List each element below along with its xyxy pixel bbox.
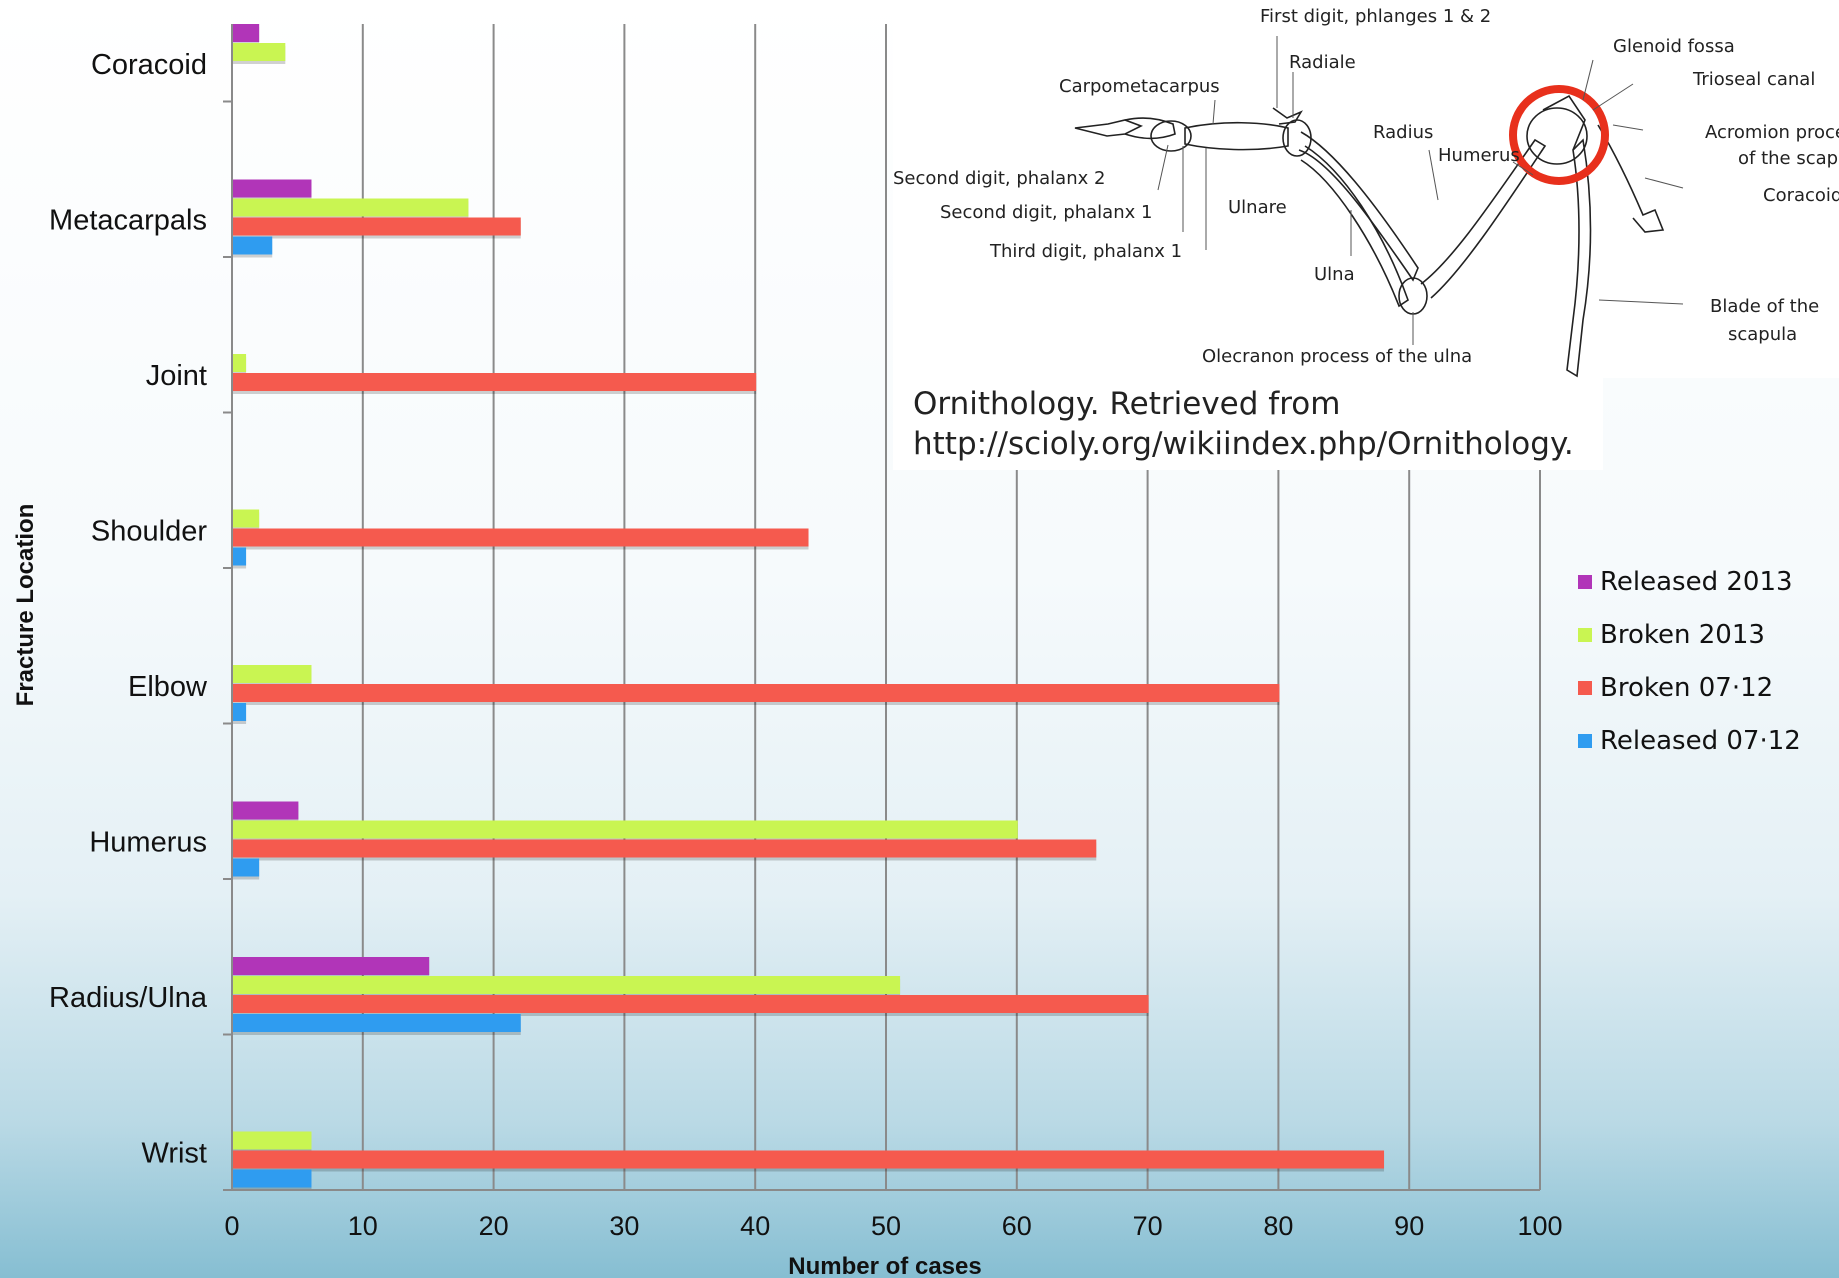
label-acromion: Acromion proce — [1705, 122, 1839, 143]
legend-swatch — [1578, 574, 1592, 589]
category-label: Coracoid — [91, 49, 207, 81]
bar — [233, 801, 299, 820]
category-label: Radius/Ulna — [49, 982, 208, 1014]
image-caption: Ornithology. Retrieved from http://sciol… — [893, 378, 1603, 470]
label-olecranon: Olecranon process of the ulna — [1202, 346, 1472, 367]
label-carpometacarpus: Carpometacarpus — [1059, 76, 1220, 97]
label-radiale: Radiale — [1289, 52, 1356, 73]
bar — [233, 179, 312, 198]
legend-item-released-2013: Released 2013 — [1578, 555, 1801, 608]
y-axis-title: Fracture Location — [12, 504, 39, 707]
bar — [233, 858, 260, 877]
bar — [233, 1150, 1385, 1169]
category-label: Metacarpals — [49, 205, 207, 237]
bar — [233, 236, 273, 255]
x-tick-label: 30 — [609, 1211, 639, 1241]
legend-swatch — [1578, 627, 1592, 642]
category-label: Shoulder — [91, 516, 207, 548]
x-tick-label: 100 — [1517, 1211, 1562, 1241]
label-second-digit-1: Second digit, phalanx 1 — [940, 202, 1152, 223]
label-ulna: Ulna — [1314, 264, 1355, 285]
wing-skeleton-illustration: First digit, phlanges 1 & 2 Radiale Carp… — [893, 6, 1839, 378]
label-blade-2: scapula — [1728, 324, 1797, 345]
highlight-circle — [1509, 85, 1609, 185]
bar — [233, 547, 247, 566]
category-label: Wrist — [141, 1138, 207, 1170]
x-tick-label: 60 — [1002, 1211, 1032, 1241]
label-radius: Radius — [1373, 122, 1433, 143]
legend-item-released-07-12: Released 07·12 — [1578, 714, 1801, 767]
x-tick-label: 50 — [871, 1211, 901, 1241]
legend-item-broken-2013: Broken 2013 — [1578, 608, 1801, 661]
bar — [233, 820, 1018, 839]
bar — [233, 528, 809, 547]
bar — [233, 1169, 312, 1188]
chart-legend: Released 2013 Broken 2013 Broken 07·12 R… — [1578, 555, 1801, 767]
x-axis-title: Number of cases — [788, 1253, 981, 1278]
bar — [233, 198, 469, 217]
caption-line-2: http://scioly.org/wikiindex.php/Ornithol… — [913, 426, 1574, 462]
bar — [233, 839, 1097, 858]
category-label: Joint — [146, 360, 207, 392]
bird-wing-diagram: First digit, phlanges 1 & 2 Radiale Carp… — [893, 0, 1839, 378]
bar — [233, 509, 260, 528]
x-tick-label: 90 — [1394, 1211, 1424, 1241]
bar — [233, 665, 312, 683]
label-glenoid-fossa: Glenoid fossa — [1613, 36, 1735, 57]
x-tick-label: 70 — [1133, 1211, 1163, 1241]
x-tick-labels: 0 10 20 30 40 50 60 70 80 90 100 — [224, 1211, 1562, 1241]
bar — [233, 703, 247, 721]
legend-label: Released 2013 — [1600, 566, 1793, 597]
bar — [233, 957, 430, 975]
x-tick-label: 80 — [1263, 1211, 1293, 1241]
bar — [233, 24, 260, 42]
caption-line-1: Ornithology. Retrieved from — [913, 386, 1341, 422]
category-label: Elbow — [128, 671, 208, 703]
legend-swatch — [1578, 733, 1592, 748]
x-tick-label: 0 — [224, 1211, 239, 1241]
label-humerus: Humerus — [1438, 145, 1520, 166]
label-trioseal-canal: Trioseal canal — [1692, 69, 1815, 90]
bar — [233, 684, 1280, 702]
bar — [233, 354, 247, 372]
label-ulnare: Ulnare — [1228, 197, 1287, 218]
label-coracoid: Coracoid — [1763, 185, 1839, 206]
axes — [223, 24, 1540, 1191]
legend-label: Broken 07·12 — [1600, 672, 1774, 703]
category-label: Humerus — [89, 827, 207, 859]
bar — [233, 1014, 521, 1032]
legend-item-broken-07-12: Broken 07·12 — [1578, 661, 1801, 714]
bar — [233, 217, 521, 236]
label-scapula-part: of the scapu — [1738, 148, 1839, 169]
bars — [233, 24, 1385, 1191]
legend-label: Broken 2013 — [1600, 619, 1765, 650]
legend-label: Released 07·12 — [1600, 725, 1801, 756]
x-tick-label: 40 — [740, 1211, 770, 1241]
label-blade: Blade of the — [1710, 296, 1819, 317]
label-second-digit-2: Second digit, phalanx 2 — [893, 168, 1105, 189]
bar — [233, 976, 901, 994]
bar — [233, 1131, 312, 1150]
bar — [233, 995, 1149, 1013]
label-third-digit: Third digit, phalanx 1 — [989, 241, 1182, 262]
label-first-digit: First digit, phlanges 1 & 2 — [1260, 6, 1491, 27]
category-labels: Coracoid Metacarpals Joint Shoulder Elbow Hum… — [49, 49, 208, 1170]
x-tick-label: 10 — [348, 1211, 378, 1241]
legend-swatch — [1578, 680, 1592, 695]
bar — [233, 373, 757, 391]
x-tick-label: 20 — [479, 1211, 509, 1241]
bar — [233, 43, 286, 61]
